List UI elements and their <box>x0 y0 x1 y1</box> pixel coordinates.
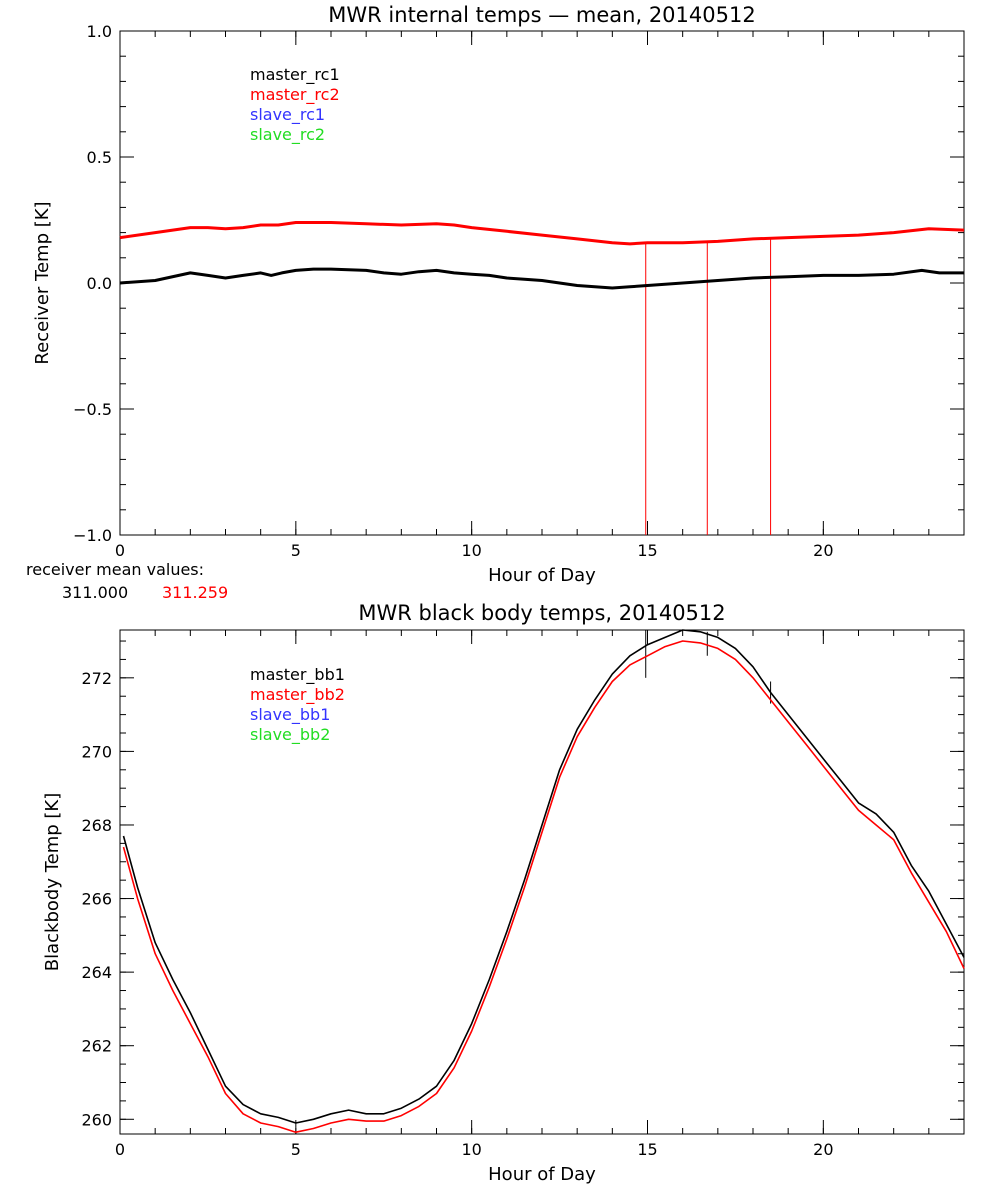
x-tick-label-blackbody: 10 <box>461 1140 481 1159</box>
legend-entry-master-rc2: master_rc2 <box>250 85 340 105</box>
y-tick-label-receiver: 0.5 <box>87 148 112 167</box>
y-tick-label-blackbody: 268 <box>81 816 112 835</box>
x-tick-label-receiver: 10 <box>461 541 481 560</box>
series-line-master-bb2 <box>122 640 965 1133</box>
legend-entry-master-rc1: master_rc1 <box>250 65 340 85</box>
x-tick-label-blackbody: 5 <box>291 1140 301 1159</box>
x-tick-label-receiver: 5 <box>291 541 301 560</box>
receiver-mean-value-2: 311.259 <box>162 583 228 602</box>
receiver-mean-value-1: 311.000 <box>62 583 128 602</box>
y-tick-label-blackbody: 260 <box>81 1110 112 1129</box>
x-axis-label-receiver: Hour of Day <box>488 565 596 586</box>
series-group-blackbody <box>122 629 965 1133</box>
legend-entry-slave-bb1: slave_bb1 <box>250 705 330 725</box>
x-tick-label-receiver: 0 <box>115 541 125 560</box>
y-tick-label-blackbody: 272 <box>81 669 112 688</box>
receiver-temp-chart: MWR internal temps — mean, 20140512 0 5 10… <box>26 3 965 602</box>
y-tick-label-receiver: −1.0 <box>73 526 112 545</box>
x-tick-label-blackbody: 0 <box>115 1140 125 1159</box>
chart-title-blackbody: MWR black body temps, 20140512 <box>358 601 725 625</box>
legend-entry-slave-rc2: slave_rc2 <box>250 125 325 145</box>
receiver-mean-label: receiver mean values: <box>26 560 204 579</box>
chart-title-receiver: MWR internal temps — mean, 20140512 <box>328 3 755 27</box>
series-line-master-bb1 <box>122 629 965 1124</box>
legend-entry-slave-bb2: slave_bb2 <box>250 725 330 745</box>
legend-entry-master-bb1: master_bb1 <box>250 665 345 685</box>
y-tick-label-blackbody: 262 <box>81 1037 112 1056</box>
series-line-master-rc2 <box>119 221 965 246</box>
series-line-master-rc1 <box>119 267 964 290</box>
x-axis-label-blackbody: Hour of Day <box>488 1164 596 1185</box>
y-tick-label-blackbody: 266 <box>81 890 112 909</box>
legend-entry-master-bb2: master_bb2 <box>250 685 345 705</box>
y-tick-label-blackbody: 264 <box>81 963 112 982</box>
y-tick-label-blackbody: 270 <box>81 742 112 761</box>
series-group-receiver <box>119 221 965 535</box>
blackbody-temp-chart: MWR black body temps, 20140512 0 5 10 15 20 2… <box>42 601 965 1185</box>
y-tick-label-receiver: 0.0 <box>87 274 112 293</box>
y-tick-label-receiver: 1.0 <box>87 22 112 41</box>
x-tick-label-blackbody: 15 <box>637 1140 657 1159</box>
x-tick-label-blackbody: 20 <box>813 1140 833 1159</box>
y-tick-label-receiver: −0.5 <box>73 400 112 419</box>
x-tick-label-receiver: 20 <box>813 541 833 560</box>
legend-entry-slave-rc1: slave_rc1 <box>250 105 325 125</box>
y-axis-label-blackbody: Blackbody Temp [K] <box>42 793 63 971</box>
x-tick-label-receiver: 15 <box>637 541 657 560</box>
axis-ticks-blackbody: 0 5 10 15 20 260 262 264 266 268 270 272 <box>81 630 965 1159</box>
y-axis-label-receiver: Receiver Temp [K] <box>32 201 53 364</box>
